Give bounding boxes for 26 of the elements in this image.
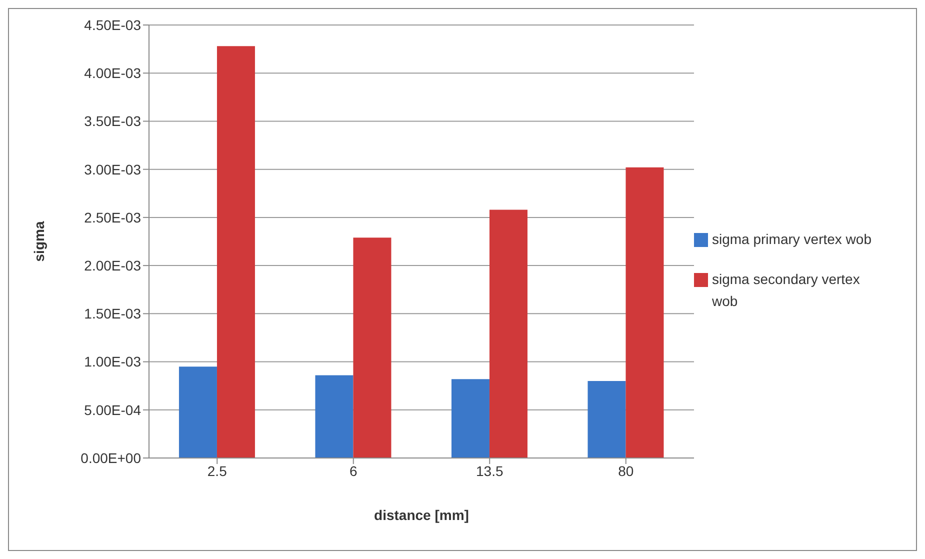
y-axis-title: sigma bbox=[30, 221, 47, 262]
x-tick-label: 6 bbox=[349, 462, 358, 479]
bar bbox=[315, 375, 354, 458]
y-tick-label: 2.50E-03 bbox=[84, 209, 142, 226]
bar bbox=[489, 210, 528, 458]
x-tick-label: 80 bbox=[618, 462, 634, 479]
bar bbox=[216, 46, 255, 458]
bar bbox=[451, 379, 490, 458]
y-tick-label: 5.00E-04 bbox=[84, 402, 142, 418]
bar bbox=[588, 381, 626, 458]
y-tick-label: 2.00E-03 bbox=[84, 258, 142, 274]
legend-label: sigma primary vertex wob bbox=[712, 230, 872, 249]
x-tick-label: 2.5 bbox=[207, 462, 228, 479]
y-tick-label: 1.50E-03 bbox=[84, 306, 142, 322]
y-tick-label: 1.00E-03 bbox=[84, 354, 142, 370]
bar bbox=[178, 366, 217, 458]
bar bbox=[626, 167, 664, 458]
bar bbox=[353, 238, 392, 458]
y-tick-label: 4.00E-03 bbox=[84, 65, 142, 82]
x-axis-title: distance [mm] bbox=[374, 507, 469, 523]
y-tick-label: 0.00E+00 bbox=[80, 450, 142, 466]
y-tick-label: 3.00E-03 bbox=[84, 161, 142, 178]
y-tick-label: 4.50E-03 bbox=[84, 16, 142, 33]
legend-label: sigma secondary vertex wob bbox=[712, 270, 861, 310]
y-tick-label: 3.50E-03 bbox=[84, 113, 142, 130]
x-tick-label: 13.5 bbox=[476, 462, 504, 479]
